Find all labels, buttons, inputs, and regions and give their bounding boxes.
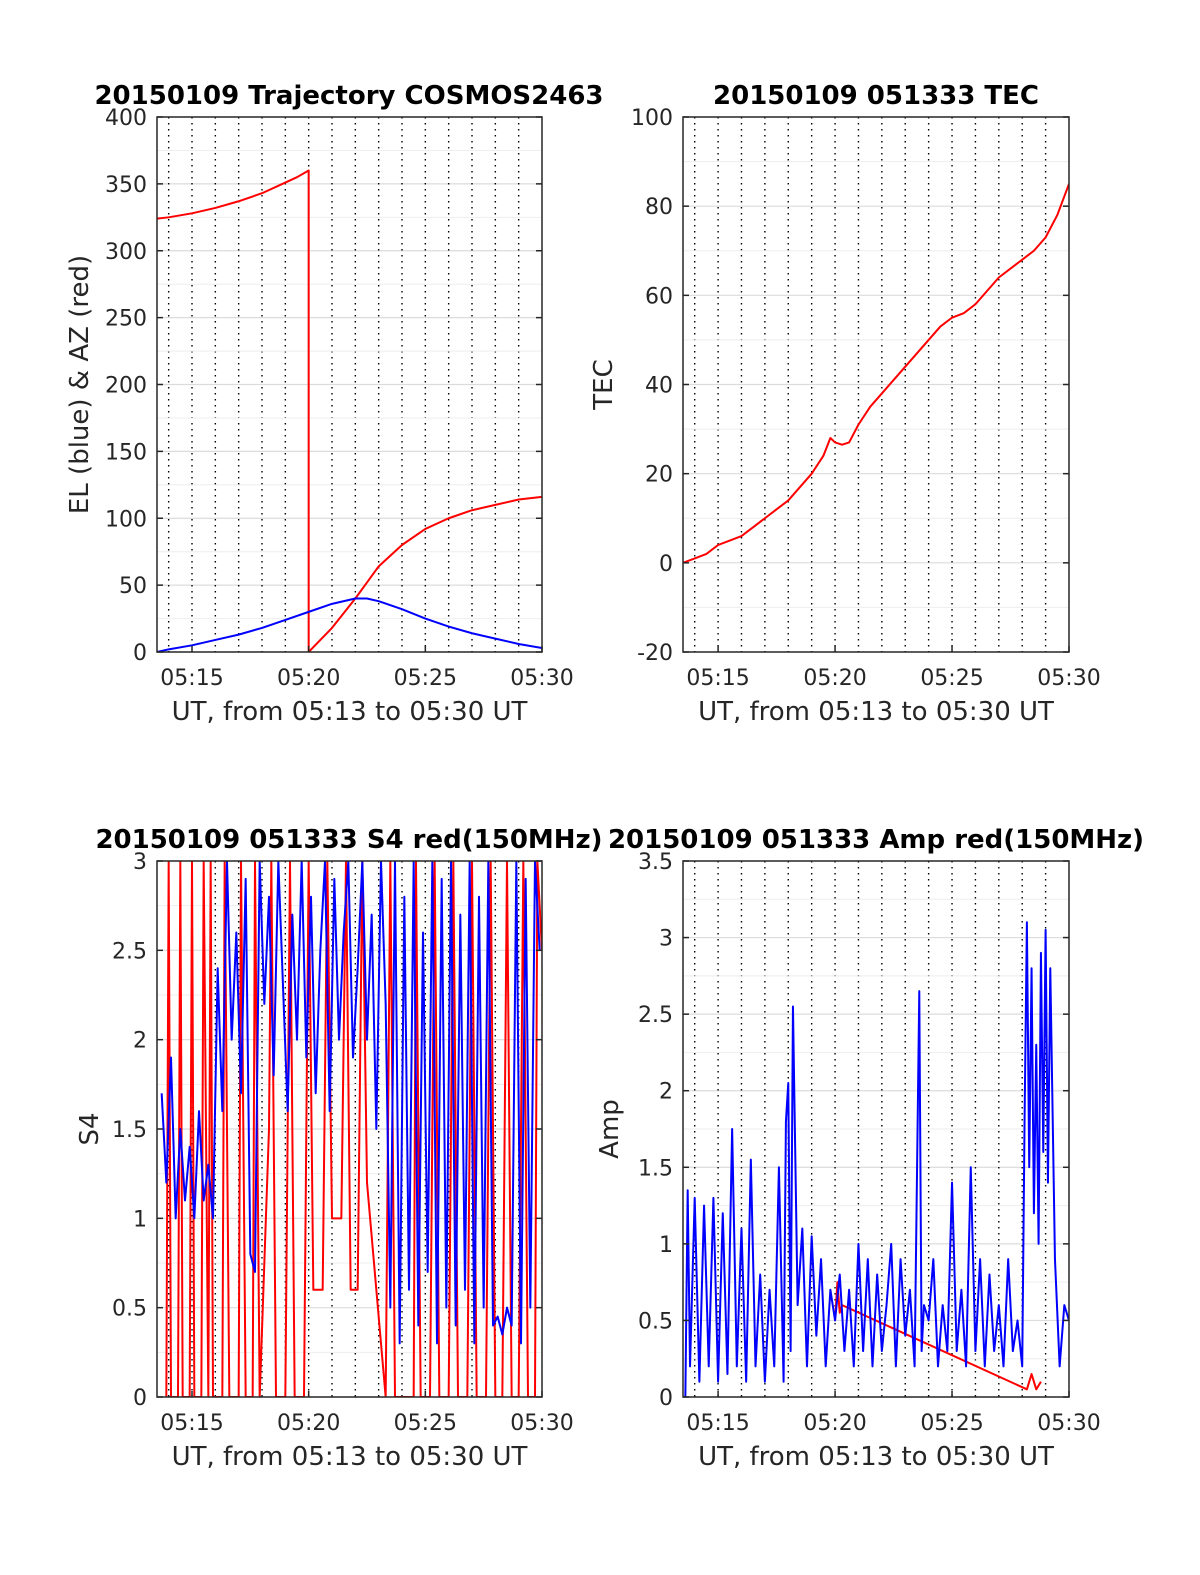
tec-xtick-label: 05:20 (803, 666, 866, 691)
s4-ytick-label: 2.5 (112, 939, 147, 964)
amp-ytick-label: 2.5 (638, 1003, 673, 1028)
trajectory-ytick-label: 350 (105, 173, 147, 198)
amp-y-axis-label: Amp (595, 1099, 625, 1159)
s4-ytick-label: 0.5 (112, 1297, 147, 1322)
amp-panel: 0 0.5 1 1.5 2 2.5 3 3.5 05:15 05:20 05:25 05:30 2015… (595, 825, 1144, 1472)
amp-ytick-label: 0.5 (638, 1309, 673, 1334)
tec-xtick-label: 05:30 (1037, 666, 1100, 691)
tec-y-axis-label: TEC (589, 359, 619, 410)
amp-series-blue-line (684, 921, 1069, 1397)
s4-panel: 0 0.5 1 1.5 2 2.5 3 05:15 05:20 05:25 05:30 2015010… (75, 825, 603, 1472)
s4-ytick-label: 1.5 (112, 1118, 147, 1143)
trajectory-ytick-label: 200 (105, 374, 147, 399)
trajectory-chart-title: 20150109 Trajectory COSMOS2463 (94, 81, 603, 111)
trajectory-x-axis-label: UT, from 05:13 to 05:30 UT (172, 697, 528, 727)
tec-chart-title: 20150109 051333 TEC (713, 81, 1039, 111)
s4-chart-title: 20150109 051333 S4 red(150MHz) (95, 825, 602, 855)
amp-xtick-label: 05:30 (1037, 1411, 1100, 1436)
s4-xtick-label: 05:15 (160, 1411, 223, 1436)
amp-chart-title: 20150109 051333 Amp red(150MHz) (608, 825, 1144, 855)
trajectory-ytick-label: 250 (105, 307, 147, 332)
trajectory-xtick-label: 05:15 (160, 666, 223, 691)
trajectory-ytick-label: 400 (105, 106, 147, 131)
trajectory-series-blue-line (157, 597, 542, 652)
tec-ytick-label: -20 (637, 641, 673, 666)
trajectory-xtick-label: 05:25 (394, 666, 457, 691)
trajectory-y-axis-label: EL (blue) & AZ (red) (65, 255, 95, 514)
tec-ytick-label: 100 (631, 106, 673, 131)
trajectory-xtick-label: 05:20 (277, 666, 340, 691)
tec-ytick-label: 60 (645, 284, 673, 309)
s4-ytick-label: 3 (133, 850, 147, 875)
trajectory-panel: 0 50 100 150 200 250 300 350 400 05:15 05:20 05:25 0… (65, 81, 604, 727)
amp-ytick-label: 2 (659, 1080, 673, 1105)
trajectory-xtick-label: 05:30 (510, 666, 573, 691)
amp-axes-box (682, 860, 1070, 1398)
s4-xtick-label: 05:20 (277, 1411, 340, 1436)
s4-ytick-label: 0 (133, 1386, 147, 1411)
tec-x-axis-label: UT, from 05:13 to 05:30 UT (698, 697, 1054, 727)
tec-panel: -20 0 20 40 60 80 100 05:15 05:20 05:25 05:30 20150… (589, 81, 1101, 727)
tec-ytick-label: 20 (645, 463, 673, 488)
tec-xtick-label: 05:25 (920, 666, 983, 691)
trajectory-ytick-label: 0 (133, 641, 147, 666)
amp-xtick-label: 05:20 (803, 1411, 866, 1436)
trajectory-series-red-line (157, 169, 542, 652)
trajectory-ytick-label: 150 (105, 440, 147, 465)
tec-xtick-label: 05:15 (686, 666, 749, 691)
s4-xtick-label: 05:25 (394, 1411, 457, 1436)
amp-ytick-label: 1 (659, 1233, 673, 1258)
trajectory-ytick-label: 300 (105, 240, 147, 265)
s4-ytick-label: 1 (133, 1207, 147, 1232)
amp-ytick-label: 3 (659, 927, 673, 952)
tec-series-red-line (683, 183, 1069, 564)
s4-xtick-label: 05:30 (510, 1411, 573, 1436)
amp-xtick-label: 05:15 (686, 1411, 749, 1436)
s4-ytick-label: 2 (133, 1029, 147, 1054)
tec-ytick-label: 0 (659, 552, 673, 577)
amp-x-axis-label: UT, from 05:13 to 05:30 UT (698, 1442, 1054, 1472)
s4-y-axis-label: S4 (75, 1112, 105, 1145)
s4-series-red-line (165, 861, 542, 1397)
amp-ytick-label: 1.5 (638, 1156, 673, 1181)
trajectory-ytick-label: 100 (105, 507, 147, 532)
amp-xtick-label: 05:25 (920, 1411, 983, 1436)
amp-ytick-label: 0 (659, 1386, 673, 1411)
s4-series-blue-line (160, 861, 541, 1345)
tec-ytick-label: 40 (645, 374, 673, 399)
tec-ytick-label: 80 (645, 195, 673, 220)
s4-x-axis-label: UT, from 05:13 to 05:30 UT (172, 1442, 528, 1472)
trajectory-ytick-label: 50 (119, 574, 147, 599)
amp-ytick-label: 3.5 (638, 850, 673, 875)
